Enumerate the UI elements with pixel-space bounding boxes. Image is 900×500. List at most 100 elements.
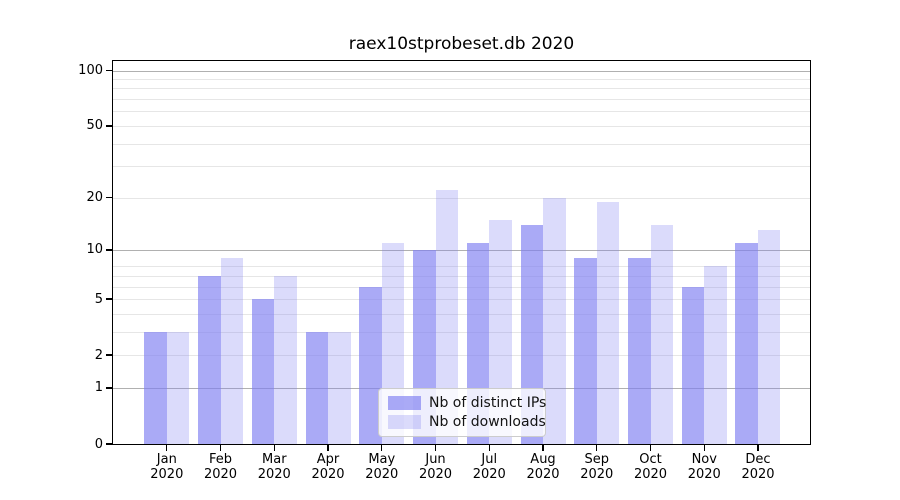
bar-distinct-ips [574, 257, 597, 444]
x-axis-tick-month: Dec [745, 452, 771, 467]
x-axis-tick [219, 445, 222, 451]
y-axis-tick-label: 0 [94, 436, 103, 452]
gridline-minor [113, 299, 810, 301]
x-axis-tick-year: 2020 [418, 466, 453, 482]
bar-downloads [328, 331, 351, 444]
x-axis-tick-year: 2020 [472, 466, 506, 482]
gridline-minor [113, 111, 810, 113]
gridline-major [113, 70, 810, 72]
bar-downloads [489, 219, 512, 444]
legend-label-downloads: Nb of downloads [429, 414, 546, 431]
y-axis-tick [106, 125, 113, 127]
gridline-minor [113, 99, 810, 101]
x-axis-tick-year: 2020 [257, 466, 291, 482]
x-axis-tick-year: 2020 [365, 466, 399, 482]
x-axis-tick [381, 445, 383, 451]
bar-downloads [650, 224, 673, 444]
y-axis-tick [106, 387, 113, 389]
y-axis-tick-label: 1 [94, 380, 103, 396]
x-axis-tick [703, 445, 705, 451]
bar-distinct-ips [681, 286, 705, 444]
gridline-minor [113, 355, 810, 357]
gridline-minor [113, 197, 810, 199]
legend-item-distinct-ips: Nb of distinct IPs [388, 395, 546, 411]
bar-distinct-ips [198, 275, 221, 444]
plot-area [113, 61, 810, 444]
x-axis-tick-month: Oct [639, 452, 662, 467]
gridline-major [113, 249, 810, 251]
x-axis-tick [488, 445, 490, 451]
gridline-minor [113, 166, 810, 168]
x-axis-tick-month: Sep [584, 452, 609, 467]
y-axis-tick [106, 354, 113, 356]
y-axis-tick-label: 10 [86, 242, 103, 258]
bar-downloads [220, 257, 244, 444]
x-axis-tick [166, 445, 168, 451]
legend-item-downloads: Nb of downloads [388, 414, 546, 430]
x-axis-tick-label: Apr 2020 [296, 452, 360, 482]
x-axis-tick-month: Feb [209, 452, 233, 467]
y-axis-tick-label: 20 [86, 190, 103, 206]
x-axis-tick-year: 2020 [633, 466, 668, 482]
bar-downloads [543, 197, 566, 444]
x-axis-tick-month: Jan [156, 452, 177, 467]
gridline-minor [113, 331, 810, 333]
x-axis-tick-month: Jul [481, 452, 498, 467]
bar-downloads [596, 201, 620, 444]
y-axis-tick [106, 298, 113, 300]
y-axis-tick-label: 2 [94, 347, 103, 363]
gridline-minor [113, 143, 810, 145]
x-axis-tick-year: 2020 [580, 466, 614, 482]
x-axis-tick [434, 445, 437, 451]
y-axis-tick [106, 443, 113, 445]
x-axis-tick-label: Nov 2020 [672, 452, 736, 482]
x-axis-tick-year: 2020 [311, 466, 345, 482]
bar-distinct-ips [305, 331, 329, 444]
bar-distinct-ips [735, 242, 758, 444]
x-axis-tick-label: Feb 2020 [189, 452, 253, 482]
bar-downloads [274, 275, 297, 444]
x-axis-tick-label: Mar 2020 [242, 452, 306, 482]
x-axis-tick-month: Nov [691, 452, 717, 467]
x-axis-tick-year: 2020 [203, 466, 238, 482]
x-axis-tick [649, 445, 652, 451]
x-axis-tick-year: 2020 [687, 466, 721, 482]
y-axis-tick [106, 249, 113, 251]
x-axis-tick-year: 2020 [526, 466, 560, 482]
gridline-minor [113, 79, 810, 81]
x-axis-tick-year: 2020 [741, 466, 775, 482]
x-axis-tick-label: Oct 2020 [619, 452, 683, 482]
gridline-minor [113, 88, 810, 90]
x-axis-tick-label: Jan 2020 [135, 452, 199, 482]
gridline-minor [113, 275, 810, 277]
legend-label-distinct-ips: Nb of distinct IPs [429, 394, 547, 411]
legend: Nb of distinct IPs Nb of downloads [378, 388, 546, 437]
x-axis-tick-label: Aug 2020 [511, 452, 575, 482]
x-axis-tick-label: May 2020 [350, 452, 414, 482]
y-axis-tick [106, 69, 113, 72]
bar-downloads [757, 230, 781, 444]
x-axis-tick-label: Jun 2020 [404, 452, 468, 482]
chart-title: raex10stprobeset.db 2020 [348, 34, 575, 54]
x-axis-tick [596, 445, 598, 451]
x-axis-tick-month: Aug [530, 452, 556, 467]
x-axis-tick [273, 445, 275, 451]
x-axis-tick-month: Apr [316, 452, 340, 467]
y-axis-tick [106, 196, 113, 199]
x-axis-tick-month: May [368, 452, 396, 467]
bar-downloads [435, 190, 459, 444]
x-axis-tick [757, 445, 759, 451]
y-axis-tick-label: 50 [86, 118, 103, 134]
gridline-minor [113, 266, 810, 268]
bar-distinct-ips [144, 331, 167, 444]
bar-distinct-ips [628, 257, 651, 444]
y-axis-tick-label: 100 [78, 63, 103, 79]
gridline-minor [113, 125, 810, 127]
x-axis-tick [327, 445, 329, 451]
x-axis-tick [542, 445, 544, 451]
legend-swatch-distinct-ips [388, 395, 421, 410]
legend-swatch-downloads [388, 415, 421, 430]
x-axis-tick-label: Dec 2020 [726, 452, 790, 482]
x-axis-tick-year: 2020 [150, 466, 184, 482]
